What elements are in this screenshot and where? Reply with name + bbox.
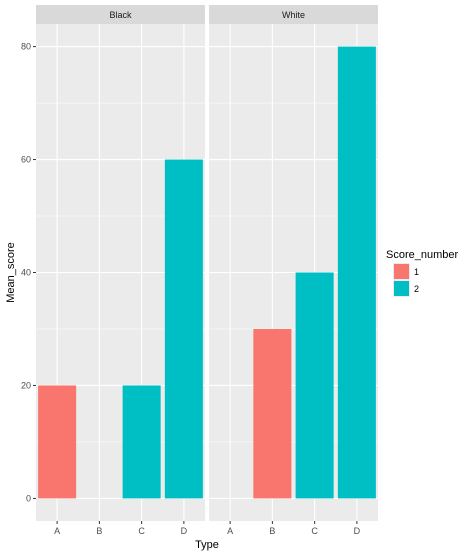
x-tick-label: A [54,526,60,536]
strip-label-black: Black [109,10,132,20]
bar-black-d [164,159,203,499]
panel-white [209,24,378,521]
x-tick-label: B [96,526,102,536]
y-axis-title: Mean_score [5,242,17,303]
legend: Score_number 1 2 [386,249,458,297]
strip-black [36,5,205,24]
legend-key-1 [394,264,409,279]
x-tick-label: A [227,526,233,536]
panel-black [36,24,205,521]
x-axis-title: Type [195,539,219,551]
bar-white-d [337,46,376,499]
x-tick-label: C [138,526,145,536]
legend-label-2: 2 [414,284,419,294]
x-tick-label: C [311,526,318,536]
bar-black-a [38,385,77,499]
x-tick-label: D [181,526,188,536]
legend-label-1: 1 [414,267,419,277]
bar-white-c [295,272,334,499]
y-tick-label: 40 [21,268,31,278]
y-tick-label: 0 [26,493,31,503]
x-tick-label: B [269,526,275,536]
y-tick-label: 20 [21,380,31,390]
x-tick-label: D [354,526,361,536]
bar-black-c [122,385,161,499]
legend-key-2 [394,281,409,296]
strip-white [209,5,378,24]
y-tick-label: 60 [21,155,31,165]
strip-label-white: White [282,10,305,20]
legend-title: Score_number [386,249,458,261]
bar-white-b [253,328,292,499]
y-tick-label: 80 [21,42,31,52]
y-axis: 0 20 40 60 80 [21,42,36,503]
